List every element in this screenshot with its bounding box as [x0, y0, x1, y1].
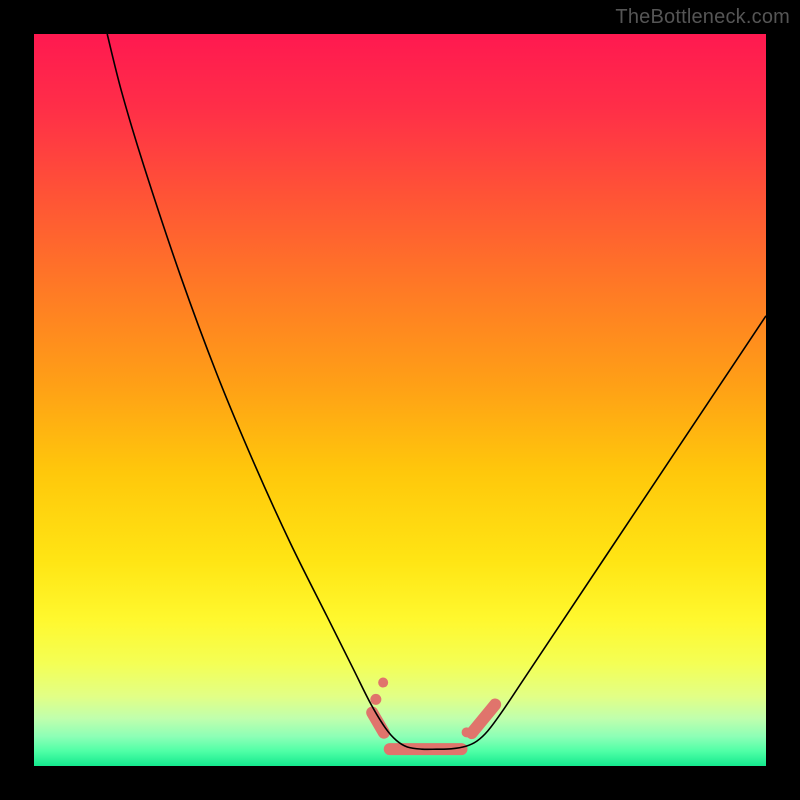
bottleneck-curve-chart — [0, 0, 800, 800]
chart-stage: TheBottleneck.com — [0, 0, 800, 800]
plot-background — [34, 34, 766, 766]
watermark-label: TheBottleneck.com — [615, 6, 790, 29]
